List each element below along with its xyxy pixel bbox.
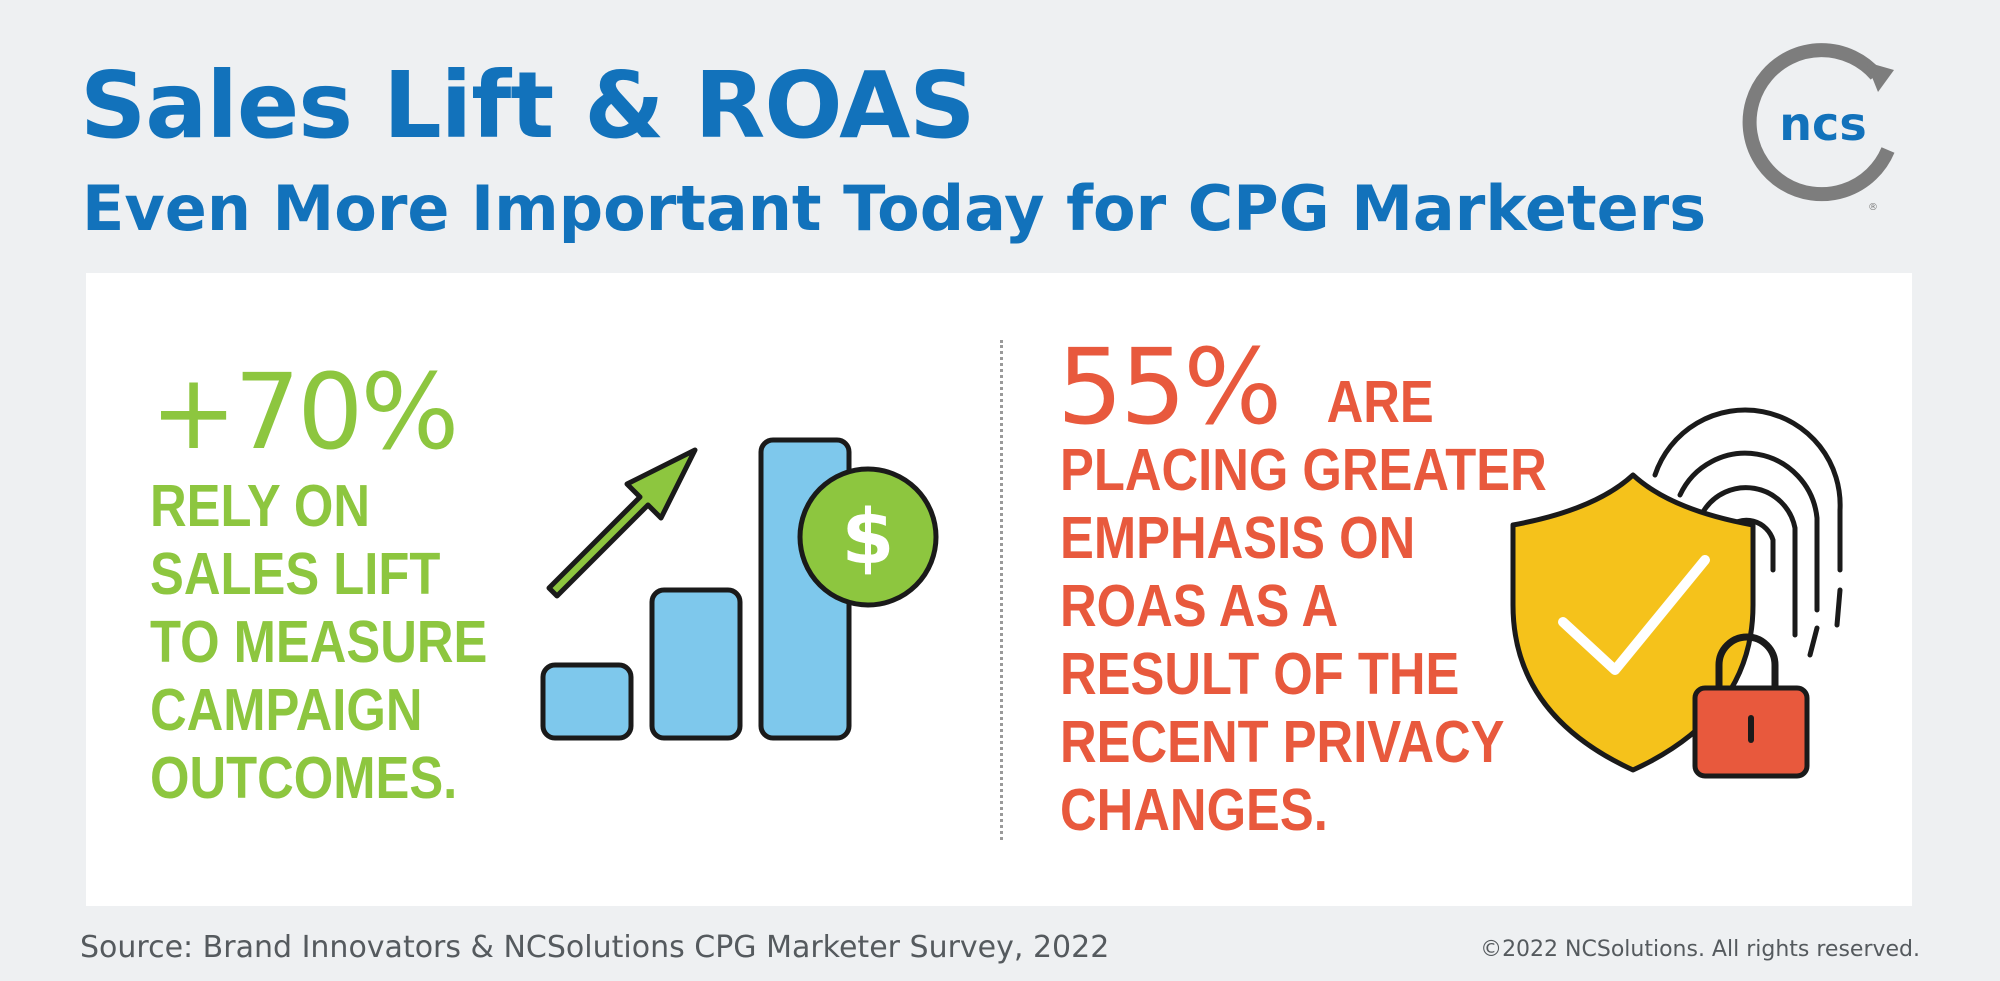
logo-text: ncs [1779,97,1866,151]
page-title: Sales Lift & ROAS [80,52,976,159]
right-stat-line: EMPHASIS ON [1060,505,1416,571]
shield-fingerprint-lock-icon [1510,407,1843,779]
svg-text:®: ® [1868,202,1878,210]
svg-text:$: $ [842,492,895,581]
copyright-note: ©2022 NCSolutions. All rights reserved. [1480,937,1920,962]
right-stat-line: CHANGES. [1060,777,1328,843]
right-stat-line: RESULT OF THE [1060,641,1460,707]
left-stat-line: OUTCOMES. [150,745,458,811]
right-stat-line: PLACING GREATER [1060,437,1547,503]
left-stat-text: RELY ON SALES LIFT TO MEASURE CAMPAIGN O… [150,472,487,812]
dotted-divider [1000,340,1003,840]
page-subtitle: Even More Important Today for CPG Market… [82,172,1707,245]
ncs-logo: ncs ® [1742,43,1895,210]
left-stat-line: TO MEASURE [150,609,488,675]
left-stat-line: CAMPAIGN [150,677,423,743]
right-stat-line: ARE [1326,369,1434,435]
source-note: Source: Brand Innovators & NCSolutions C… [80,930,1110,965]
left-stat-line: SALES LIFT [150,541,441,607]
growth-chart-dollar-icon: $ [540,437,939,741]
right-stat-line: RECENT PRIVACY [1060,709,1505,775]
left-stat-line: RELY ON [150,473,370,539]
right-stat-value: 55% [1057,326,1282,448]
left-stat-value: +70% [150,351,459,473]
right-stat-line: ROAS AS A [1060,573,1339,639]
right-stat-text: ARE PLACING GREATER EMPHASIS ON ROAS AS … [1060,368,1547,844]
